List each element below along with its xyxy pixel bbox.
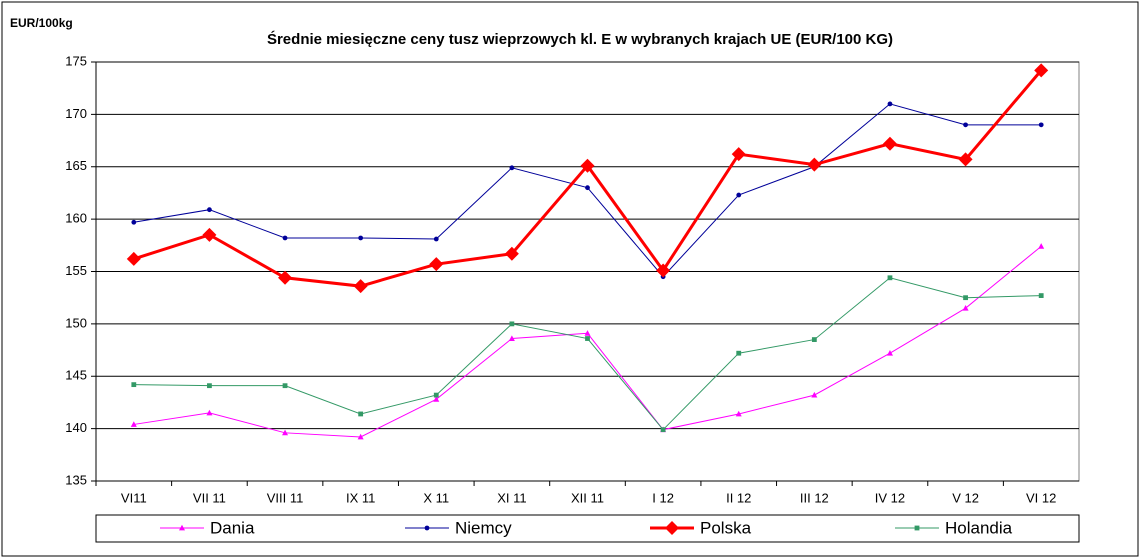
x-tick-label: VIII 11 <box>267 490 304 505</box>
marker <box>433 236 439 242</box>
marker <box>580 158 595 173</box>
marker <box>429 257 444 272</box>
marker <box>509 165 515 171</box>
marker <box>504 246 519 261</box>
marker <box>278 270 293 285</box>
chart-title: Średnie miesięczne ceny tusz wieprzowych… <box>267 30 893 48</box>
marker <box>887 275 893 281</box>
marker <box>131 382 137 388</box>
x-tick-label: III 12 <box>800 490 829 505</box>
marker <box>963 122 968 128</box>
x-tick-label: VI 12 <box>1026 490 1056 505</box>
legend-marker <box>665 521 679 535</box>
marker <box>660 427 666 433</box>
marker <box>656 263 671 278</box>
marker <box>735 410 742 417</box>
y-tick-label: 145 <box>65 368 87 383</box>
marker <box>207 207 212 213</box>
marker <box>731 147 746 162</box>
y-tick-label: 175 <box>65 53 87 68</box>
marker <box>811 391 818 398</box>
x-tick-label: VI11 <box>121 490 147 505</box>
marker <box>886 350 893 356</box>
marker <box>585 185 590 191</box>
legend-label: Holandia <box>945 518 1013 537</box>
marker <box>1034 63 1049 78</box>
marker <box>882 136 897 151</box>
marker <box>207 383 212 389</box>
marker <box>807 157 822 172</box>
marker <box>585 336 590 341</box>
marker <box>202 227 217 242</box>
legend-marker <box>914 525 920 531</box>
marker <box>887 101 893 107</box>
marker <box>736 192 742 198</box>
legend-label: Dania <box>210 518 255 537</box>
marker <box>963 295 968 301</box>
marker <box>358 411 364 417</box>
y-tick-label: 155 <box>65 263 87 278</box>
marker <box>584 330 591 336</box>
legend-label: Polska <box>700 518 752 537</box>
x-tick-label: IX 11 <box>346 490 375 505</box>
marker <box>357 433 364 440</box>
y-tick-label: 135 <box>65 472 87 487</box>
marker <box>282 383 288 389</box>
x-tick-label: II 12 <box>726 490 751 505</box>
marker <box>1038 122 1044 128</box>
marker <box>433 396 440 402</box>
marker <box>962 304 969 311</box>
marker <box>736 350 742 356</box>
marker <box>958 152 973 167</box>
y-axis-label: EUR/100kg <box>10 16 73 30</box>
x-tick-label: I 12 <box>652 490 674 505</box>
marker <box>130 421 137 427</box>
legend-marker <box>179 524 185 531</box>
marker <box>206 409 213 416</box>
marker <box>282 235 288 241</box>
marker <box>1038 293 1044 298</box>
x-tick-label: VII 11 <box>193 490 226 505</box>
y-tick-label: 150 <box>65 315 87 330</box>
x-tick-label: XI 11 <box>497 490 526 505</box>
marker <box>811 337 817 342</box>
y-tick-label: 140 <box>65 420 87 435</box>
x-tick-label: XII 11 <box>571 490 604 505</box>
x-tick-label: IV 12 <box>875 490 905 505</box>
marker <box>1038 243 1045 249</box>
marker <box>508 335 515 341</box>
marker <box>509 321 515 327</box>
legend-label: Niemcy <box>455 518 512 537</box>
marker <box>358 235 364 241</box>
marker <box>131 219 137 225</box>
legend-marker <box>424 525 430 531</box>
marker <box>353 279 368 294</box>
y-tick-label: 165 <box>65 158 87 173</box>
marker <box>433 392 439 398</box>
marker <box>126 251 141 266</box>
x-tick-label: V 12 <box>952 490 979 505</box>
y-tick-label: 170 <box>65 106 87 121</box>
y-tick-label: 160 <box>65 211 87 226</box>
marker <box>282 429 289 436</box>
x-tick-label: X 11 <box>423 490 449 505</box>
